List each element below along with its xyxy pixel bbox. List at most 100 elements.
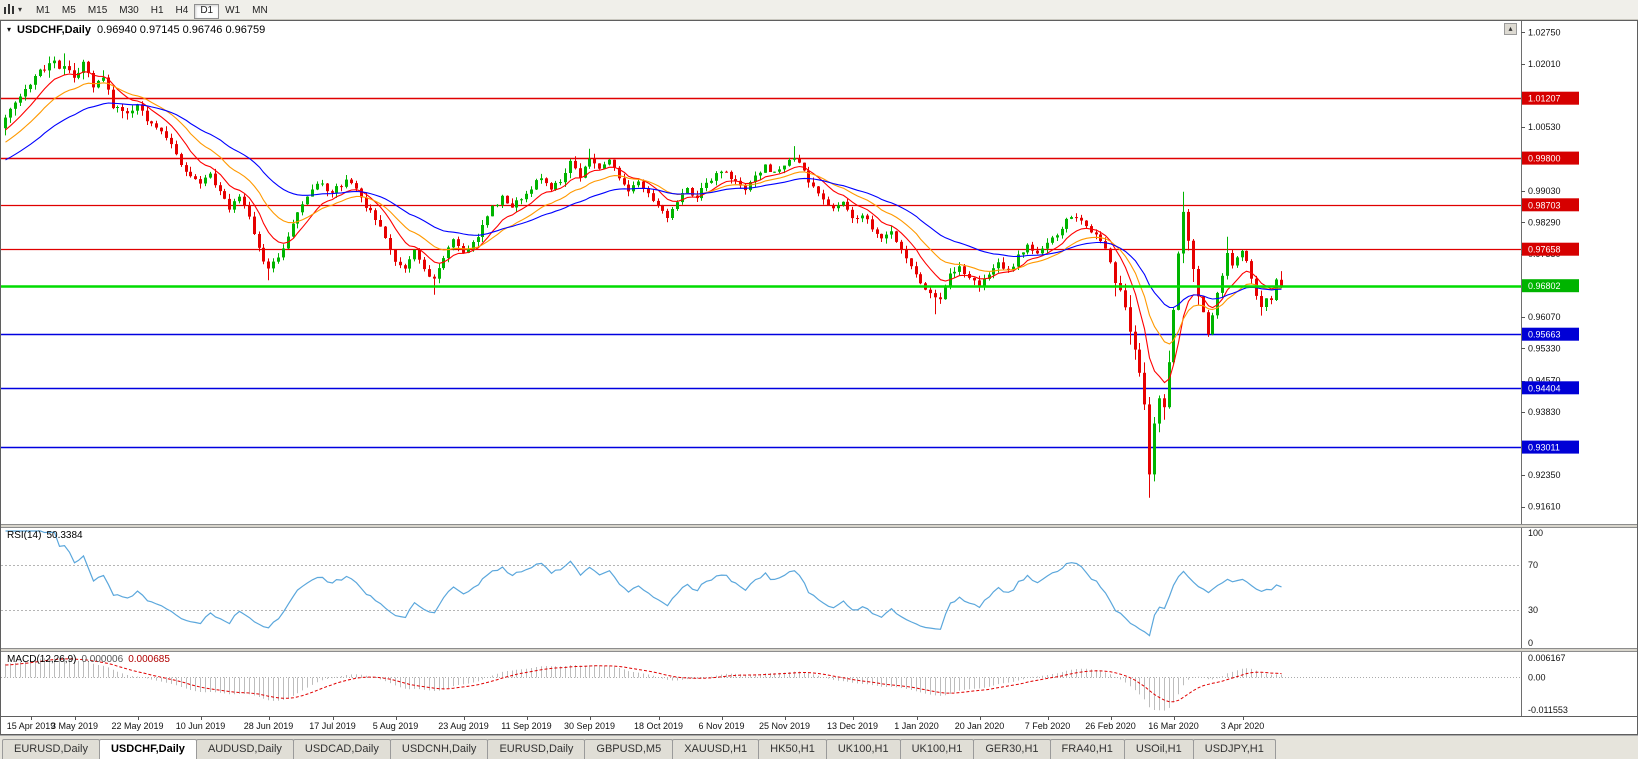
- date-label: 3 Apr 2020: [1220, 721, 1265, 731]
- macd-axis[interactable]: [1521, 652, 1637, 716]
- timeframe-button-m15[interactable]: M15: [82, 4, 113, 19]
- price-axis[interactable]: [1521, 21, 1637, 525]
- time-tick: [200, 717, 202, 720]
- price-badge-0.93011: 0.93011: [1522, 440, 1579, 454]
- price-badge-0.95663: 0.95663: [1522, 327, 1579, 341]
- rsi-chart: 100 70 30 0: [1, 528, 1637, 648]
- chart-tab-usdchf-daily[interactable]: USDCHF,Daily: [98, 739, 197, 759]
- price-badge-0.96802: 0.96802: [1522, 278, 1579, 292]
- price-tick-label: 0.99030: [1528, 185, 1561, 195]
- chart-scroll-button[interactable]: ▴: [1504, 22, 1517, 35]
- chart-area: ▾ USDCHF,Daily 0.96940 0.97145 0.96746 0…: [0, 19, 1638, 735]
- chart-tab-uk100-h1[interactable]: UK100,H1: [825, 739, 901, 759]
- chart-tab-usdjpy-h1[interactable]: USDJPY,H1: [1192, 739, 1276, 759]
- time-tick: [1110, 717, 1112, 720]
- time-tick: [31, 717, 32, 720]
- price-tick-label: 0.95330: [1528, 343, 1561, 353]
- chart-tab-usdcnh-daily[interactable]: USDCNH,Daily: [389, 739, 489, 759]
- chart-title: ▾ USDCHF,Daily 0.96940 0.97145 0.96746 0…: [7, 24, 265, 36]
- svg-text:0.97658: 0.97658: [1528, 244, 1561, 254]
- chart-tab-xauusd-h1[interactable]: XAUUSD,H1: [672, 739, 760, 759]
- price-tick-label: 1.00530: [1528, 122, 1561, 132]
- rsi-tick-label: 70: [1528, 560, 1538, 570]
- price-tick-label: 0.98290: [1528, 217, 1561, 227]
- time-tick: [852, 717, 854, 720]
- macd-panel[interactable]: MACD(12,26,9) 0.000006 0.000685 0.006167…: [1, 652, 1637, 716]
- macd-tick-label: 0.00: [1528, 673, 1546, 683]
- svg-text:0.95663: 0.95663: [1528, 329, 1561, 339]
- date-label: 3 May 2019: [50, 721, 99, 731]
- symbol-label: USDCHF,Daily: [17, 23, 91, 36]
- time-tick: [589, 717, 591, 720]
- rsi-value: 50.3384: [46, 530, 83, 541]
- rsi-line: [5, 530, 1282, 637]
- main-chart-panel[interactable]: ▾ USDCHF,Daily 0.96940 0.97145 0.96746 0…: [1, 20, 1637, 525]
- timeframe-button-m30[interactable]: M30: [113, 4, 144, 19]
- timeframe-button-m1[interactable]: M1: [30, 4, 56, 19]
- date-label: 28 Jun 2019: [243, 721, 294, 731]
- chart-tab-fra40-h1[interactable]: FRA40,H1: [1049, 739, 1125, 759]
- time-tick: [395, 717, 397, 720]
- chart-tab-hk50-h1[interactable]: HK50,H1: [758, 739, 827, 759]
- bar-chart-glyph: [4, 4, 14, 15]
- macd-name: MACD(12,26,9): [7, 654, 77, 665]
- date-label: 23 Aug 2019: [438, 721, 489, 731]
- rsi-panel[interactable]: RSI(14) 50.3384 100 70 30 0: [1, 528, 1637, 648]
- timeframe-button-m5[interactable]: M5: [56, 4, 82, 19]
- chart-tab-uk100-h1[interactable]: UK100,H1: [899, 739, 975, 759]
- date-label: 15 Apr 2019: [6, 721, 56, 731]
- time-tick: [721, 717, 723, 720]
- chart-tab-eurusd-daily[interactable]: EURUSD,Daily: [2, 739, 100, 759]
- price-tick-label: 1.02750: [1528, 27, 1561, 37]
- macd-chart: 0.006167 0.00 -0.011553: [1, 652, 1637, 716]
- panel-divider-macd[interactable]: [1, 648, 1637, 652]
- chart-tab-gbpusd-m5[interactable]: GBPUSD,M5: [584, 739, 674, 759]
- time-tick: [1173, 717, 1175, 720]
- timeframe-button-d1[interactable]: D1: [194, 3, 220, 19]
- timeframe-button-mn[interactable]: MN: [246, 4, 274, 19]
- timeframe-button-h4[interactable]: H4: [170, 4, 195, 19]
- chart-tab-usoil-h1[interactable]: USOil,H1: [1123, 739, 1194, 759]
- date-label: 22 May 2019: [111, 721, 164, 731]
- price-badge-0.94404: 0.94404: [1522, 380, 1579, 394]
- svg-text:0.98703: 0.98703: [1528, 200, 1561, 210]
- price-badge-0.97658: 0.97658: [1522, 242, 1579, 256]
- chart-menu-icon[interactable]: ▾: [7, 25, 12, 34]
- date-label: 5 Aug 2019: [372, 721, 419, 731]
- price-badge-0.99800: 0.99800: [1522, 151, 1579, 165]
- price-chart: 1.027501.020101.005300.990300.982900.975…: [1, 20, 1637, 524]
- timeframe-button-h1[interactable]: H1: [145, 4, 170, 19]
- price-badge-1.01207: 1.01207: [1522, 91, 1579, 105]
- chart-tab-usdcad-daily[interactable]: USDCAD,Daily: [292, 739, 391, 759]
- macd-signal-line: [5, 658, 1282, 703]
- time-tick: [784, 717, 786, 720]
- date-label: 11 Sep 2019: [501, 721, 552, 731]
- chart-tab-ger30-h1[interactable]: GER30,H1: [973, 739, 1051, 759]
- date-label: 16 Mar 2020: [1148, 721, 1199, 731]
- panel-divider-rsi[interactable]: [1, 524, 1637, 528]
- svg-text:0.93011: 0.93011: [1528, 442, 1560, 452]
- rsi-axis[interactable]: [1521, 528, 1637, 648]
- time-tick: [332, 717, 334, 720]
- timeframe-button-w1[interactable]: W1: [219, 4, 246, 19]
- date-label: 26 Feb 2020: [1085, 721, 1136, 731]
- ma-line-18: [5, 81, 1282, 345]
- svg-text:0.94404: 0.94404: [1528, 383, 1561, 393]
- time-tick: [1047, 717, 1049, 720]
- time-tick: [463, 717, 465, 720]
- chart-tab-eurusd-daily[interactable]: EURUSD,Daily: [487, 739, 586, 759]
- svg-text:0.99800: 0.99800: [1528, 153, 1561, 163]
- rsi-tick-label: 30: [1528, 605, 1538, 615]
- rsi-tick-label: 100: [1528, 528, 1543, 538]
- time-tick: [979, 717, 981, 720]
- chevron-down-icon[interactable]: ▾: [18, 4, 23, 14]
- time-tick: [137, 717, 139, 720]
- chart-tab-audusd-daily[interactable]: AUDUSD,Daily: [195, 739, 294, 759]
- macd-histogram: [5, 657, 1282, 711]
- date-label: 6 Nov 2019: [698, 721, 745, 731]
- time-axis[interactable]: 15 Apr 2019 3 May 2019 22 May 2019 10 Jun 2…: [1, 716, 1637, 734]
- chart-type-icon[interactable]: [3, 3, 15, 15]
- price-tick-label: 0.94570: [1528, 375, 1561, 385]
- timeframe-toolbar: ▾ M1 M5 M15 M30 H1 H4 D1 W1 MN: [0, 0, 1638, 20]
